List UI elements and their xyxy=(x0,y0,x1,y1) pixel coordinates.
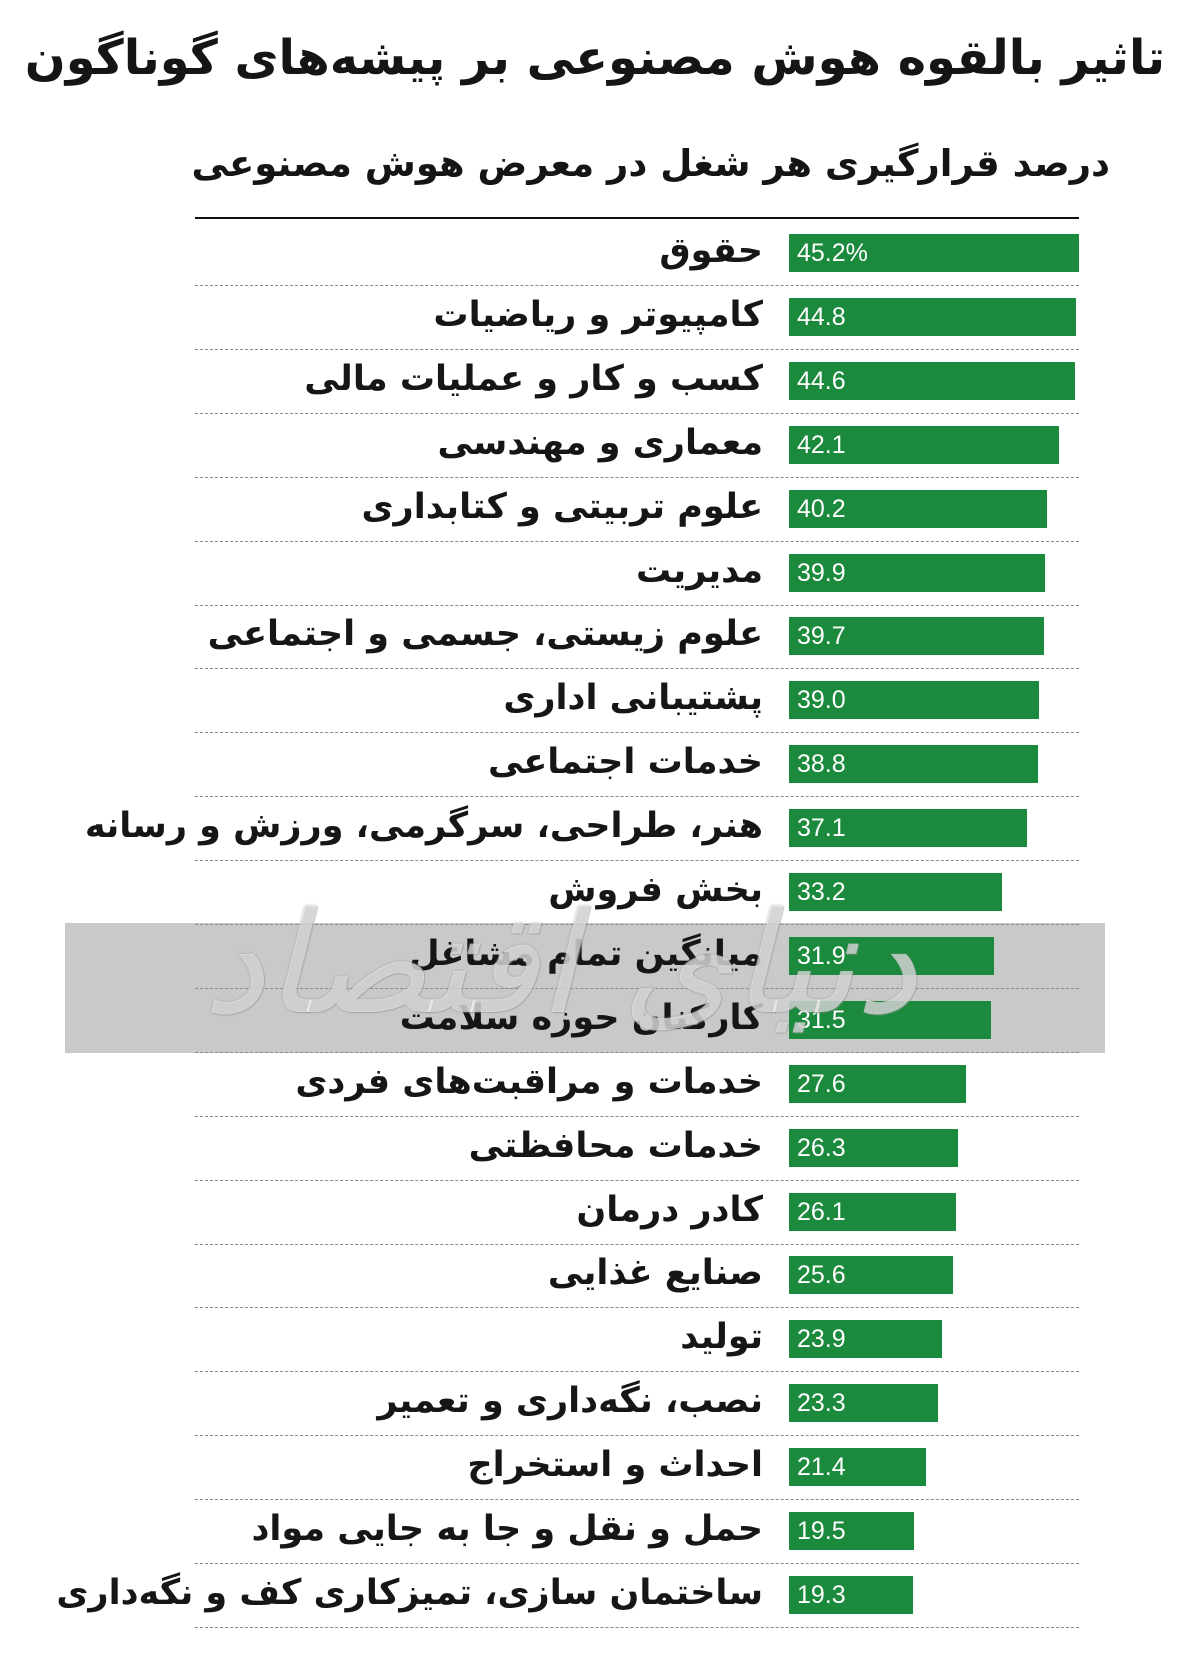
category-label: احداث و استخراج xyxy=(467,1445,763,1486)
row-divider xyxy=(195,860,1079,862)
bar xyxy=(789,297,1077,336)
bar xyxy=(789,1512,915,1550)
category-label: کسب و کار و عملیات مالی xyxy=(304,358,763,399)
category-label: معماری و مهندسی xyxy=(437,422,764,463)
category-label: علوم زیستی، جسمی و اجتماعی xyxy=(207,614,763,655)
value-label: 33.2 xyxy=(797,878,846,906)
value-label: 45.2% xyxy=(797,239,868,267)
category-label: علوم تربیتی و کتابداری xyxy=(361,486,763,527)
bar xyxy=(789,1192,957,1231)
category-label: کادر درمان xyxy=(576,1189,763,1230)
value-label: 31.5 xyxy=(797,1005,846,1034)
category-label: خدمات و مراقبت‌های فردی xyxy=(295,1061,763,1102)
row-divider xyxy=(195,1051,1079,1053)
category-label: ساختمان سازی، تمیزکاری کف و نگه‌داری xyxy=(56,1572,763,1613)
chart-title: تاثیر بالقوه هوش مصنوعی بر پیشه‌های گونا… xyxy=(24,30,1165,86)
bar xyxy=(789,617,1044,656)
bar xyxy=(789,1384,939,1423)
row-divider xyxy=(195,1371,1079,1373)
bar xyxy=(789,936,994,975)
value-label: 44.8 xyxy=(797,302,846,331)
row-divider xyxy=(195,604,1079,606)
bar xyxy=(789,1064,967,1103)
value-label: 25.6 xyxy=(797,1261,846,1290)
bar xyxy=(789,425,1060,464)
category-label: میانگین تمام مشاغل xyxy=(409,933,763,974)
value-label: 21.4 xyxy=(797,1453,846,1482)
row-divider xyxy=(195,924,1079,925)
bar xyxy=(789,1000,992,1039)
top-rule xyxy=(195,217,1079,219)
bar xyxy=(789,1320,943,1359)
chart-subtitle: درصد قرارگیری هر شغل در معرض هوش مصنوعی xyxy=(191,142,1110,185)
row-divider xyxy=(195,1243,1079,1245)
row-divider xyxy=(195,987,1079,989)
category-label: خدمات اجتماعی xyxy=(487,742,763,783)
category-label: کامپیوتر و ریاضیات xyxy=(433,294,763,335)
row-divider xyxy=(195,1435,1079,1437)
row-divider xyxy=(195,732,1079,734)
row-divider xyxy=(195,412,1079,414)
row-divider xyxy=(195,668,1079,670)
category-label: حقوق xyxy=(659,231,763,271)
value-label: 42.1 xyxy=(797,430,846,459)
row-divider xyxy=(195,1563,1079,1564)
bar xyxy=(789,745,1038,784)
row-divider xyxy=(195,348,1079,350)
bar xyxy=(789,1448,927,1487)
bar xyxy=(789,361,1076,400)
row-divider xyxy=(195,540,1079,542)
value-label: 23.9 xyxy=(797,1325,846,1354)
value-label: 26.3 xyxy=(797,1133,846,1162)
bar xyxy=(789,1128,958,1167)
category-label: حمل و نقل و جا به جایی مواد xyxy=(251,1509,763,1549)
category-label: مدیریت xyxy=(636,550,763,591)
category-label: صنایع غذایی xyxy=(547,1253,763,1294)
bar xyxy=(789,681,1040,720)
value-label: 31.9 xyxy=(797,941,846,970)
value-label: 38.8 xyxy=(797,750,846,779)
row-divider xyxy=(195,1307,1079,1309)
category-label: نصب، نگه‌داری و تعمیر xyxy=(377,1381,763,1422)
row-divider xyxy=(195,796,1079,798)
row-divider xyxy=(195,1626,1079,1628)
category-label: کارکنان حوزه سلامت xyxy=(399,997,763,1038)
row-divider xyxy=(195,1179,1079,1181)
category-label: خدمات محافظتی xyxy=(468,1125,763,1166)
category-label: هنر، طراحی، سرگرمی، ورزش و رسانه xyxy=(84,806,763,847)
row-divider xyxy=(195,1499,1079,1501)
value-label: 27.6 xyxy=(797,1069,846,1098)
bar xyxy=(789,873,1002,911)
category-label: بخش فروش xyxy=(548,870,763,910)
row-divider xyxy=(195,1115,1079,1117)
category-label: تولید xyxy=(680,1317,763,1358)
value-label: 23.3 xyxy=(797,1389,846,1418)
value-label: 39.9 xyxy=(797,558,846,587)
value-label: 19.3 xyxy=(797,1580,846,1609)
bar xyxy=(789,234,1079,272)
category-label: پشتیبانی اداری xyxy=(503,678,763,719)
row-divider xyxy=(195,476,1079,478)
bar xyxy=(789,489,1047,528)
bar xyxy=(789,1575,913,1614)
bar xyxy=(789,1256,954,1295)
bar xyxy=(789,809,1028,848)
value-label: 40.2 xyxy=(797,494,846,523)
value-label: 19.5 xyxy=(797,1517,846,1545)
bar xyxy=(789,553,1045,592)
value-label: 39.0 xyxy=(797,686,846,715)
row-divider xyxy=(195,285,1079,286)
value-label: 26.1 xyxy=(797,1197,846,1226)
value-label: 44.6 xyxy=(797,366,846,395)
value-label: 37.1 xyxy=(797,814,846,843)
value-label: 39.7 xyxy=(797,622,846,651)
